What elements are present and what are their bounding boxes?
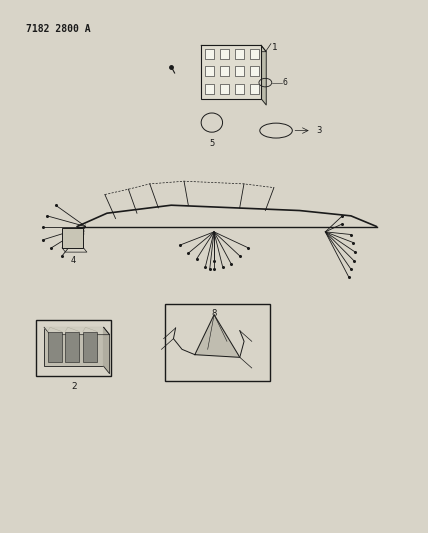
Bar <box>250 67 259 76</box>
Polygon shape <box>261 45 266 105</box>
Bar <box>235 49 244 59</box>
Bar <box>83 332 97 362</box>
Bar <box>220 49 229 59</box>
Polygon shape <box>104 327 110 374</box>
Bar <box>205 49 214 59</box>
Bar <box>165 304 270 381</box>
Text: 5: 5 <box>209 139 214 148</box>
Polygon shape <box>44 327 110 335</box>
Polygon shape <box>201 45 266 52</box>
Bar <box>205 84 214 94</box>
Bar <box>44 327 104 366</box>
Bar <box>62 228 83 248</box>
Text: 3: 3 <box>316 126 321 135</box>
Bar <box>220 84 229 94</box>
Text: 8: 8 <box>211 309 217 318</box>
Bar <box>65 332 80 362</box>
Bar <box>36 320 111 376</box>
Bar <box>235 84 244 94</box>
Bar <box>201 45 261 99</box>
Bar <box>205 67 214 76</box>
Text: 6: 6 <box>282 78 287 87</box>
Bar <box>250 49 259 59</box>
Bar <box>235 67 244 76</box>
Polygon shape <box>195 314 240 357</box>
Bar <box>250 84 259 94</box>
Text: 1: 1 <box>272 43 277 52</box>
Bar <box>48 332 62 362</box>
Text: 7182 2800 A: 7182 2800 A <box>26 24 90 34</box>
Text: 2: 2 <box>71 382 77 391</box>
Text: 4: 4 <box>70 256 75 265</box>
Bar <box>220 67 229 76</box>
